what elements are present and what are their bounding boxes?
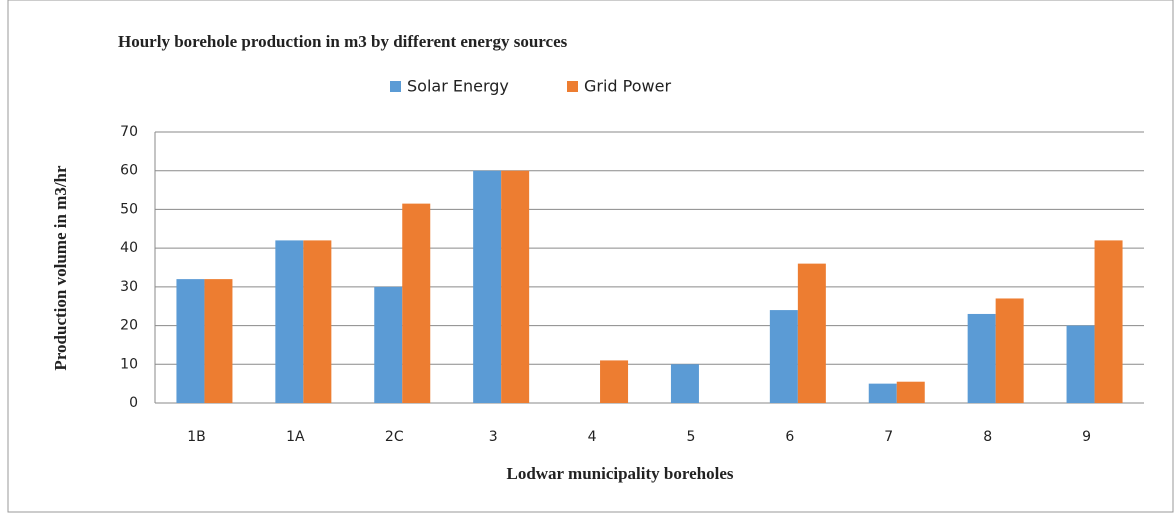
bar [473, 170, 502, 403]
x-tick-label: 1B [187, 429, 206, 445]
bar [995, 298, 1024, 403]
bar [967, 313, 996, 403]
y-tick-label: 30 [120, 279, 138, 295]
bar [501, 170, 530, 403]
y-tick-label: 20 [120, 318, 138, 334]
y-axis-title: Production volume in m3/hr [51, 165, 70, 371]
bar [896, 381, 925, 403]
x-tick-label: 8 [983, 429, 992, 445]
bar [176, 279, 205, 403]
legend-swatch [567, 81, 578, 92]
x-axis-title: Lodwar municipality boreholes [506, 464, 733, 483]
x-tick-label: 9 [1082, 429, 1091, 445]
chart-title: Hourly borehole production in m3 by diff… [118, 32, 568, 51]
bar [374, 286, 403, 403]
bar [402, 203, 431, 403]
y-tick-label: 60 [120, 163, 138, 179]
bar [303, 240, 332, 403]
bar [1094, 240, 1123, 403]
bar [600, 360, 629, 403]
bar [1066, 325, 1095, 403]
y-tick-label: 0 [129, 395, 138, 411]
bar [868, 383, 897, 403]
x-tick-label: 5 [686, 429, 695, 445]
x-tick-label: 7 [884, 429, 893, 445]
bar [204, 279, 233, 403]
bar [769, 310, 798, 403]
bar [275, 240, 304, 403]
chart-frame [7, 0, 1174, 513]
x-tick-label: 6 [785, 429, 794, 445]
legend-label: Solar Energy [407, 77, 509, 96]
legend-swatch [390, 81, 401, 92]
bar [797, 263, 826, 403]
legend-label: Grid Power [584, 77, 671, 96]
x-tick-label: 1A [286, 429, 305, 445]
y-tick-label: 50 [120, 201, 138, 217]
y-tick-label: 40 [120, 240, 138, 256]
y-tick-label: 70 [120, 124, 138, 140]
x-tick-label: 4 [588, 429, 597, 445]
x-tick-label: 2C [385, 429, 404, 445]
x-tick-label: 3 [489, 429, 498, 445]
y-tick-label: 10 [120, 356, 138, 372]
bar [670, 364, 699, 403]
